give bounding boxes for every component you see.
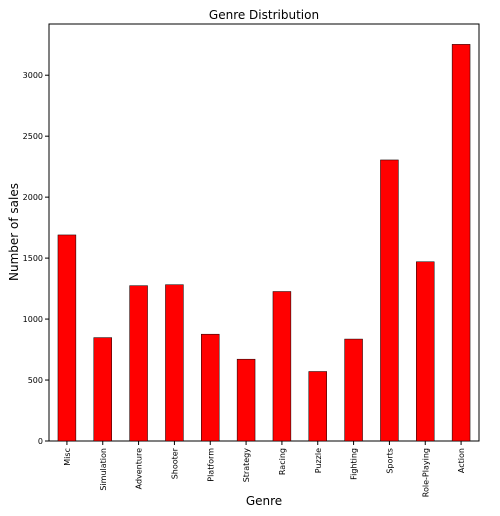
- y-axis-title: Number of sales: [7, 183, 21, 281]
- y-tick-label: 1500: [23, 254, 43, 263]
- bar-shooter: [165, 284, 184, 442]
- y-tick-label: 2000: [23, 193, 43, 202]
- bar-fighting: [344, 338, 363, 442]
- x-tick-label: Sports: [385, 448, 394, 474]
- plot-frame: [48, 23, 480, 442]
- x-axis: Misc Simulation Adventure Shooter Platform St…: [63, 441, 466, 497]
- bar-role-playing: [416, 261, 435, 442]
- x-tick-label: Fighting: [350, 448, 359, 480]
- chart-title: Genre Distribution: [209, 8, 319, 22]
- x-tick-label: Simulation: [99, 448, 108, 491]
- x-tick-label: Role-Playing: [421, 448, 430, 497]
- y-tick-label: 0: [38, 437, 43, 446]
- bar-sports: [380, 159, 399, 442]
- x-tick-label: Adventure: [135, 448, 144, 489]
- y-tick-label: 1000: [23, 315, 43, 324]
- y-tick-label: 500: [28, 376, 43, 385]
- x-tick-label: Puzzle: [314, 448, 323, 473]
- x-tick-label: Shooter: [170, 447, 179, 479]
- bar-puzzle: [308, 371, 327, 442]
- x-tick-label: Misc: [63, 448, 72, 466]
- x-tick-label: Strategy: [242, 448, 251, 483]
- bar-racing: [272, 291, 292, 442]
- bar-adventure: [129, 285, 148, 442]
- plot-area: 0 500 1000 1500 2000 2500 3000 Misc Simulation A…: [23, 23, 480, 497]
- bar-action: [451, 44, 471, 442]
- x-axis-title: Genre: [246, 494, 282, 508]
- bar-misc: [57, 234, 77, 442]
- bar-simulation: [93, 337, 112, 442]
- y-tick-label: 2500: [23, 132, 43, 141]
- y-tick-label: 3000: [23, 71, 43, 80]
- bar-platform: [201, 333, 220, 442]
- x-tick-label: Racing: [278, 448, 287, 475]
- bar-strategy: [236, 358, 256, 442]
- y-axis: 0 500 1000 1500 2000 2500 3000: [23, 71, 49, 446]
- x-tick-label: Platform: [206, 448, 215, 482]
- x-tick-label: Action: [457, 448, 466, 473]
- bar-group: [57, 44, 471, 442]
